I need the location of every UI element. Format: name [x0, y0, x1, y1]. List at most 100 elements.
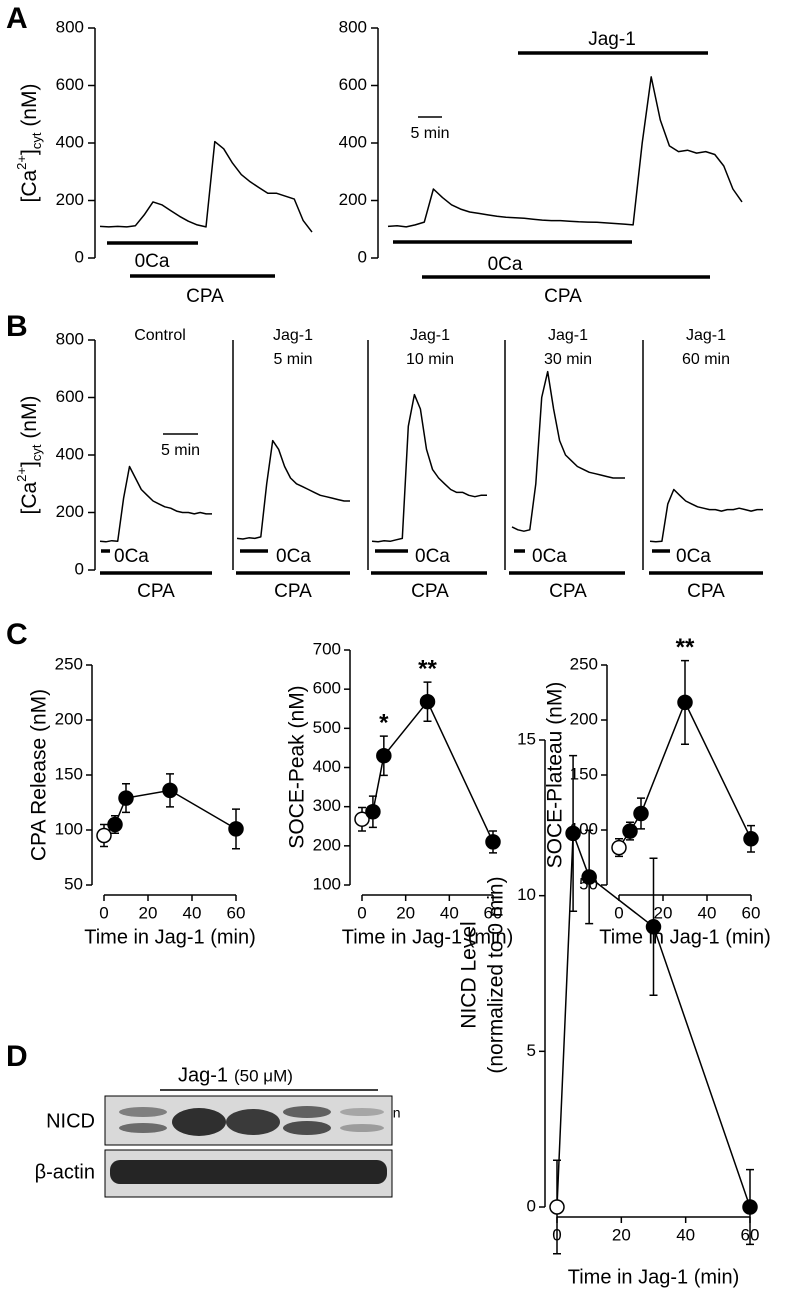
trace-title: Jag-1 — [410, 327, 450, 344]
y-tick-label: 100 — [55, 819, 83, 838]
x-tick-label: 40 — [676, 1225, 695, 1244]
y-tick-label: 5 — [527, 1041, 536, 1060]
blot-bands — [110, 1106, 387, 1184]
trace-chart: 0 200 400 600 800 [Ca2+]cyt (nM) 0Ca CPA — [14, 17, 313, 307]
western-blot: Jag-1 (50 μM) 0 5 10 30 60 min NICD β-ac… — [35, 1064, 401, 1198]
y-tick-label: 250 — [570, 654, 598, 673]
treatment-label: 0Ca — [135, 251, 170, 272]
y-tick-label: 400 — [56, 444, 84, 463]
x-tick-label: 0 — [614, 903, 623, 922]
treatment-label: 0Ca — [415, 546, 450, 567]
data-point — [549, 1199, 565, 1215]
data-point — [742, 1199, 758, 1215]
data-point — [485, 834, 501, 850]
x-tick-label: 40 — [698, 903, 717, 922]
y-tick-label: 800 — [56, 329, 84, 348]
calcium-trace — [511, 370, 625, 532]
treatment-label: CPA — [137, 581, 175, 602]
treatment-label: 0Ca — [114, 546, 149, 567]
x-tick-label: 60 — [742, 903, 761, 922]
y-tick-label: 200 — [339, 190, 367, 209]
data-point — [419, 693, 436, 710]
treatment-label: 0Ca — [276, 546, 311, 567]
data-point — [645, 919, 662, 935]
y-tick-label: 15 — [517, 729, 536, 748]
treatment-label: 0Ca — [676, 546, 711, 567]
data-point — [581, 869, 597, 885]
y-tick-label: 200 — [313, 835, 341, 854]
significance-mark: ** — [676, 634, 695, 661]
y-tick-label: 600 — [339, 75, 367, 94]
calcium-trace — [236, 439, 350, 540]
y-tick-label: 700 — [313, 639, 341, 658]
trace-chart: 0Ca CPA Jag-1 60 min — [642, 327, 763, 602]
y-tick-label: 150 — [570, 764, 598, 783]
y-axis-label: SOCE-Peak (nM) — [286, 685, 309, 848]
x-tick-label: 20 — [654, 903, 673, 922]
y-tick-label: 0 — [75, 247, 84, 266]
x-tick-label: 60 — [484, 903, 503, 922]
line-chart: 50 100 150 200 250 0 20 40 60 CPA Release (nM) Tim… — [28, 654, 256, 948]
y-tick-label: 600 — [56, 387, 84, 406]
y-axis-label-part: [Ca — [18, 169, 41, 202]
x-tick-label: 0 — [357, 903, 366, 922]
y-axis-label-part: cyt — [29, 444, 44, 461]
y-axis-label-part: cyt — [29, 132, 44, 149]
treatment-label: CPA — [544, 286, 582, 307]
panel-label: C — [6, 618, 28, 651]
x-axis-label: Time in Jag-1 (min) — [342, 926, 514, 948]
x-axis-label: Time in Jag-1 (min) — [568, 1266, 740, 1288]
data-point — [96, 827, 112, 844]
y-axis-label: SOCE-Plateau (nM) — [544, 682, 567, 869]
data-point — [633, 805, 649, 822]
y-tick-label: 100 — [313, 874, 341, 893]
y-tick-label: 0 — [527, 1196, 536, 1215]
y-axis-label-part: (nM) — [18, 84, 41, 133]
treatment-label: 0Ca — [488, 254, 523, 275]
y-tick-label: 200 — [55, 709, 83, 728]
y-tick-label: 800 — [56, 17, 84, 36]
y-tick-label: 200 — [56, 190, 84, 209]
scale-bar-label: 5 min — [161, 442, 200, 459]
panel-label: B — [6, 310, 28, 343]
panel-label: D — [6, 1040, 28, 1073]
data-point — [611, 839, 627, 856]
y-tick-label: 800 — [339, 17, 367, 36]
calcium-trace — [99, 140, 313, 233]
blot-row-label: NICD — [46, 1110, 95, 1132]
y-axis-label-part: [Ca — [18, 481, 41, 514]
data-point — [365, 804, 381, 820]
y-tick-label: 600 — [313, 679, 341, 698]
data-point — [107, 816, 123, 833]
y-axis-label: [Ca2+]cyt (nM) — [14, 396, 44, 515]
x-tick-label: 20 — [612, 1225, 631, 1244]
data-point — [743, 831, 759, 847]
x-tick-label: 40 — [440, 903, 459, 922]
y-tick-label: 50 — [64, 874, 83, 893]
blot-header: Jag-1 — [178, 1064, 228, 1086]
x-tick-label: 40 — [183, 903, 202, 922]
trace-title: Jag-1 — [686, 327, 726, 344]
data-point — [118, 790, 134, 806]
y-axis-label-part: (nM) — [18, 396, 41, 445]
trace-title: 10 min — [406, 351, 454, 368]
x-tick-label: 20 — [396, 903, 415, 922]
y-axis-label: CPA Release (nM) — [28, 689, 51, 861]
y-tick-label: 0 — [358, 247, 367, 266]
trace-chart: 0Ca CPA Jag-1 10 min — [367, 327, 487, 602]
x-tick-label: 20 — [139, 903, 158, 922]
y-tick-label: 200 — [56, 502, 84, 521]
line-chart: 501001502002500204060SOCE-Plateau (nM)Ti… — [544, 634, 771, 948]
y-axis-label-part: ] — [18, 149, 41, 155]
trace-title: Control — [134, 327, 186, 344]
y-axis-label-part: ] — [18, 461, 41, 467]
y-tick-label: 400 — [339, 132, 367, 151]
data-point — [162, 782, 178, 799]
y-axis-label-part: 2+ — [14, 155, 29, 170]
y-tick-label: 0 — [75, 559, 84, 578]
y-tick-label: 400 — [56, 132, 84, 151]
y-axis-label: (normalized to 0 min) — [485, 876, 508, 1073]
blot-header-unit: (50 μM) — [234, 1066, 293, 1085]
